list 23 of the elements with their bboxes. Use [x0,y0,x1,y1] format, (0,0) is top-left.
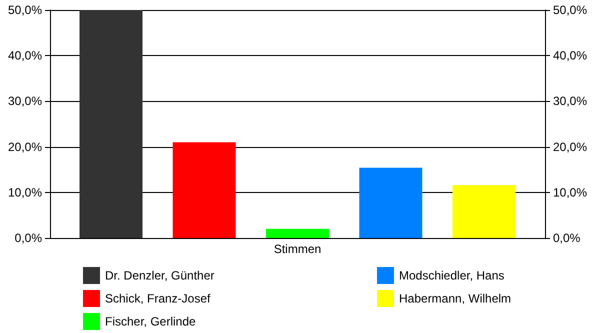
x-tick-label: Stimmen [274,242,322,256]
legend-label: Schick, Franz-Josef [105,292,212,306]
y-tick-label: 0,0% [14,231,42,245]
bar [172,142,236,238]
text: 40,0% [553,48,588,63]
bar [359,168,422,238]
bar [266,228,329,238]
bar [452,185,516,238]
y-tick-label: 40,0% [8,48,42,63]
y-tick-label: 50,0% [8,3,42,17]
text: 50,0% [553,3,588,17]
legend-label: Habermann, Wilhelm [399,292,512,306]
text: 20,0% [553,140,588,154]
y-tick-label: 30,0% [8,94,42,108]
text: 10,0% [553,185,588,200]
text: 0,0% [553,231,580,245]
bar [80,10,143,238]
y-tick-label: 20,0% [8,140,42,154]
legend-label: Modschiedler, Hans [399,268,504,282]
legend-label: Dr. Denzler, Günther [105,268,214,282]
legend-label: Fischer, Gerlinde [105,314,196,328]
text: 30,0% [553,94,588,108]
y-tick-label: 10,0% [8,185,42,200]
